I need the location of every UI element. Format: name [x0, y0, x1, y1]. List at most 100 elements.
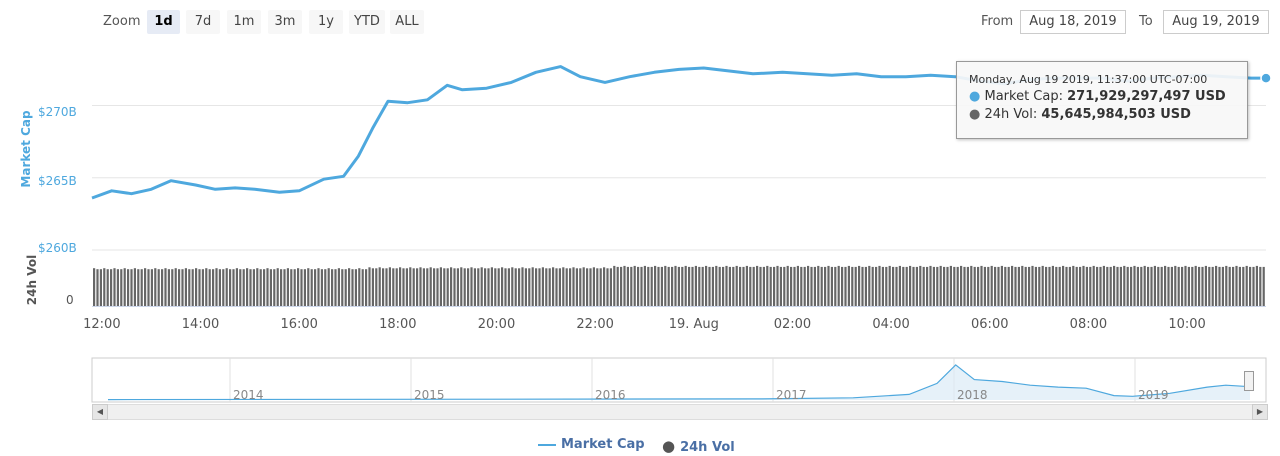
volume-bar	[382, 268, 385, 306]
volume-bar	[334, 269, 337, 306]
zoom-1y-button[interactable]: 1y	[309, 10, 343, 34]
volume-bar	[858, 265, 861, 306]
legend-volume-label: 24h Vol	[680, 440, 735, 455]
volume-bar	[912, 266, 915, 306]
volume-bar	[793, 266, 796, 306]
volume-bar	[909, 265, 912, 306]
volume-bar	[1062, 265, 1065, 306]
volume-bar	[1198, 266, 1201, 306]
from-date-input[interactable]: Aug 18, 2019	[1020, 10, 1126, 34]
volume-bar	[150, 269, 153, 306]
volume-bar	[650, 266, 653, 306]
zoom-1m-button[interactable]: 1m	[227, 10, 261, 34]
volume-bar	[215, 268, 218, 306]
volume-bar	[1181, 266, 1184, 306]
volume-bar	[484, 268, 487, 306]
volume-bar	[980, 265, 983, 306]
volume-bar	[1031, 265, 1034, 306]
volume-bar	[766, 265, 769, 306]
zoom-all-button[interactable]: ALL	[390, 10, 424, 34]
volume-bar	[524, 268, 527, 306]
volume-bar	[575, 268, 578, 306]
volume-bar	[803, 266, 806, 306]
navigator-year-label: 2015	[414, 388, 445, 402]
volume-bar	[715, 265, 718, 306]
volume-bar	[354, 269, 357, 306]
navigator-handle[interactable]	[1244, 371, 1254, 391]
volume-bar	[110, 269, 113, 306]
volume-bar	[1249, 266, 1252, 306]
volume-bar	[1068, 266, 1071, 306]
volume-bar	[1184, 265, 1187, 306]
to-date-input[interactable]: Aug 19, 2019	[1163, 10, 1269, 34]
volume-bar	[800, 266, 803, 306]
volume-bar	[416, 268, 419, 306]
volume-bar	[1041, 265, 1044, 306]
volume-bar	[1150, 266, 1153, 306]
volume-bar	[565, 268, 568, 306]
volume-bar	[1058, 266, 1061, 306]
volume-bar	[412, 268, 415, 306]
volume-bar	[620, 266, 623, 306]
volume-bar	[671, 266, 674, 306]
volume-bar	[1170, 266, 1173, 306]
market-cap-hover-point	[1260, 72, 1272, 84]
volume-bar	[919, 265, 922, 306]
volume-bar	[290, 269, 293, 306]
volume-bar	[501, 267, 504, 306]
volume-bar	[732, 266, 735, 306]
x-tick-label: 06:00	[971, 317, 1009, 332]
volume-bar	[1262, 266, 1265, 306]
volume-bar	[314, 269, 317, 306]
volume-bar	[813, 266, 816, 306]
volume-bar	[749, 266, 752, 306]
volume-bar	[320, 269, 323, 306]
volume-bar	[637, 266, 640, 306]
volume-bar	[807, 265, 810, 306]
volume-bar	[1133, 265, 1136, 306]
volume-bar	[280, 269, 283, 306]
volume-bar	[1174, 265, 1177, 306]
volume-bar	[507, 268, 510, 306]
volume-bar	[96, 269, 99, 306]
volume-bar	[198, 269, 201, 306]
legend-volume[interactable]: ● 24h Vol	[662, 437, 735, 455]
zoom-1d-button[interactable]: 1d	[147, 10, 180, 34]
legend-market-cap[interactable]: Market Cap	[538, 437, 645, 452]
volume-bar	[926, 266, 929, 306]
to-label: To	[1139, 14, 1153, 29]
volume-bar	[1109, 266, 1112, 306]
zoom-label: Zoom	[103, 14, 141, 29]
volume-bar	[654, 265, 657, 306]
volume-bar	[1116, 266, 1119, 306]
volume-bar	[1242, 266, 1245, 306]
volume-bar	[932, 266, 935, 306]
y-tick-label: $265B	[38, 174, 77, 188]
zoom-ytd-button[interactable]: YTD	[349, 10, 385, 34]
zoom-3m-button[interactable]: 3m	[268, 10, 302, 34]
volume-bar	[358, 268, 361, 306]
volume-bar	[705, 265, 708, 306]
volume-bar	[1092, 265, 1095, 306]
volume-bar	[888, 265, 891, 306]
volume-bar	[1157, 266, 1160, 306]
volume-bar	[936, 266, 939, 306]
scroll-left-arrow-icon[interactable]: ◀	[92, 404, 108, 420]
volume-bar	[1055, 266, 1058, 306]
volume-bar	[266, 268, 269, 306]
volume-bar	[225, 268, 228, 306]
x-tick-label: 08:00	[1069, 317, 1108, 332]
volume-bar	[1147, 266, 1150, 306]
volume-bar	[606, 268, 609, 306]
volume-bar	[1259, 266, 1262, 306]
navigator-year-label: 2019	[1138, 388, 1169, 402]
volume-bar	[943, 266, 946, 306]
scroll-right-arrow-icon[interactable]: ▶	[1252, 404, 1268, 420]
zoom-7d-button[interactable]: 7d	[186, 10, 220, 34]
volume-bar	[535, 268, 538, 306]
navigator-scrollbar[interactable]	[92, 404, 1268, 420]
volume-bar	[286, 268, 289, 306]
volume-bar	[365, 269, 368, 306]
volume-bar	[1153, 265, 1156, 306]
volume-bar	[1167, 266, 1170, 306]
